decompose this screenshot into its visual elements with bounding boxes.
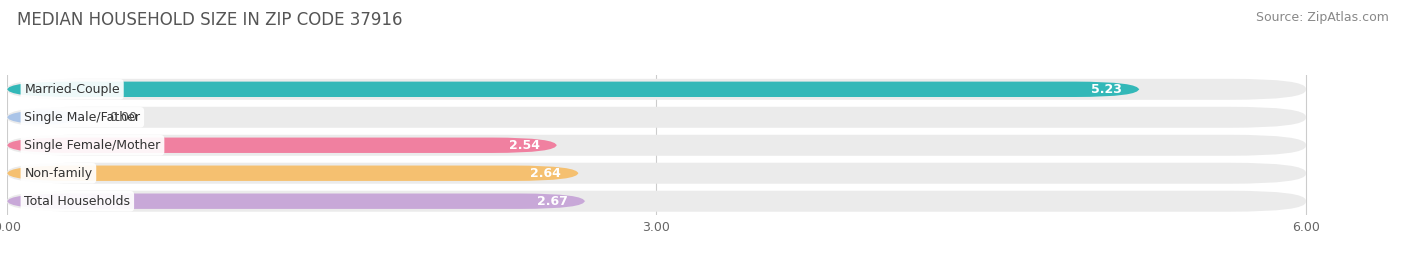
FancyBboxPatch shape — [7, 109, 83, 125]
FancyBboxPatch shape — [7, 163, 1306, 184]
FancyBboxPatch shape — [7, 191, 1306, 212]
Text: Single Female/Mother: Single Female/Mother — [24, 139, 160, 152]
FancyBboxPatch shape — [7, 107, 1306, 128]
FancyBboxPatch shape — [7, 82, 1139, 97]
Text: 0.00: 0.00 — [108, 111, 136, 124]
FancyBboxPatch shape — [7, 79, 1306, 100]
Text: Single Male/Father: Single Male/Father — [24, 111, 141, 124]
FancyBboxPatch shape — [7, 165, 578, 181]
FancyBboxPatch shape — [7, 135, 1306, 156]
Text: MEDIAN HOUSEHOLD SIZE IN ZIP CODE 37916: MEDIAN HOUSEHOLD SIZE IN ZIP CODE 37916 — [17, 11, 402, 29]
Text: 2.67: 2.67 — [537, 195, 568, 208]
Text: Source: ZipAtlas.com: Source: ZipAtlas.com — [1256, 11, 1389, 24]
FancyBboxPatch shape — [7, 137, 557, 153]
Text: Non-family: Non-family — [24, 167, 93, 180]
Text: 5.23: 5.23 — [1091, 83, 1122, 96]
Text: 2.54: 2.54 — [509, 139, 540, 152]
Text: Married-Couple: Married-Couple — [24, 83, 120, 96]
Text: 2.64: 2.64 — [530, 167, 561, 180]
FancyBboxPatch shape — [7, 193, 585, 209]
Text: Total Households: Total Households — [24, 195, 131, 208]
